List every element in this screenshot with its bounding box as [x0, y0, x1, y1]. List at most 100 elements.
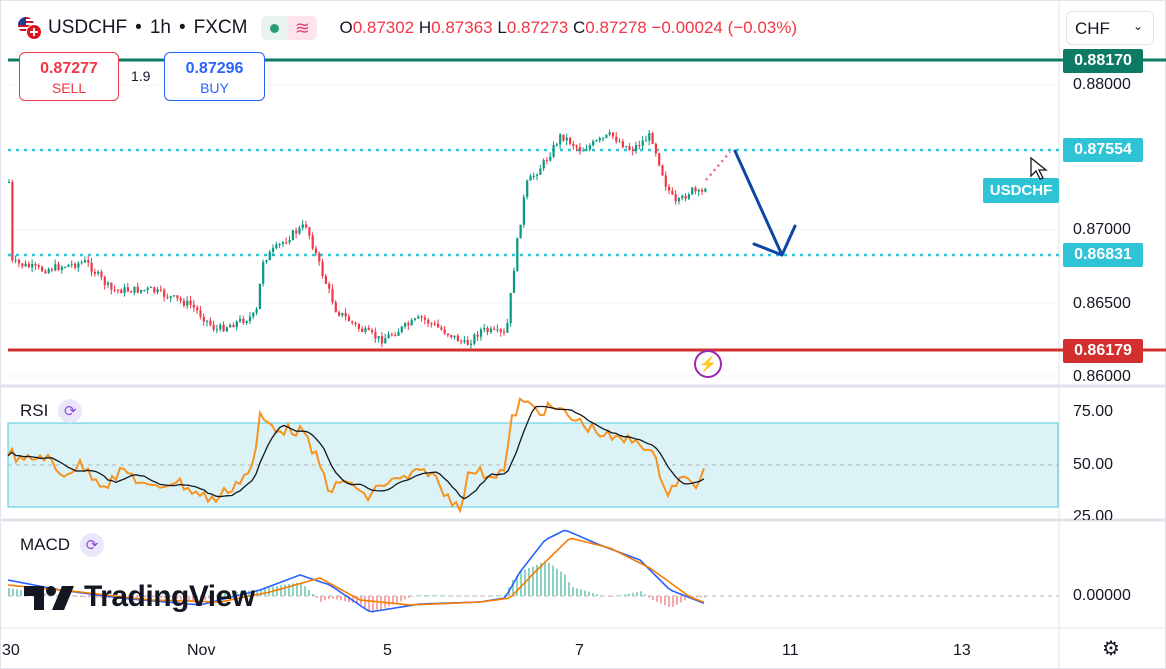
macd-histogram-bar [20, 589, 22, 596]
candle-body [585, 149, 588, 151]
sell-button[interactable]: 0.87277 SELL [19, 52, 119, 101]
macd-histogram-bar [208, 596, 210, 599]
candle-body [694, 187, 697, 192]
candlestick-series[interactable] [8, 129, 707, 350]
resistance-price-tag[interactable]: 0.88170 [1063, 49, 1143, 73]
macd-histogram-bar [16, 589, 18, 596]
candle-body [476, 334, 479, 337]
candle-body [417, 316, 420, 319]
macd-line[interactable] [7, 529, 705, 613]
candle-body [384, 338, 387, 344]
macd-histogram-bar [216, 594, 218, 596]
macd-histogram-bar [448, 595, 450, 597]
candle-body [361, 328, 364, 332]
refresh-cycle-icon[interactable]: ⟳ [58, 399, 83, 423]
candle-body [493, 328, 496, 330]
macd-histogram-bar [648, 596, 650, 598]
currency-select[interactable]: CHF ⌄ [1066, 11, 1154, 45]
candle-body [364, 328, 367, 332]
symbol-name[interactable]: USDCHF [48, 17, 128, 38]
macd-histogram-bar [100, 596, 102, 598]
candle-body [400, 326, 403, 332]
candle-body [232, 324, 235, 328]
macd-histogram-bar [96, 596, 98, 598]
rsi-ma-line[interactable] [7, 405, 705, 500]
buy-button[interactable]: 0.87296 BUY [164, 52, 265, 101]
candle-body [110, 282, 113, 290]
macd-histogram-bar [540, 562, 542, 596]
macd-histogram-bar [392, 596, 394, 605]
signal-line[interactable] [7, 537, 705, 606]
open-label: O [339, 18, 353, 37]
tradingview-logo[interactable]: TradingView [24, 580, 255, 614]
candle-body [588, 145, 591, 150]
rsi-label: RSI [20, 401, 49, 420]
candle-body [351, 321, 354, 323]
candle-body [120, 289, 123, 294]
candle-body [668, 186, 671, 191]
candle-body [225, 327, 228, 332]
macd-histogram-bar [408, 596, 410, 598]
candle-body [621, 141, 624, 148]
candle-body [60, 267, 63, 270]
macd-histogram-bar [516, 575, 518, 596]
candle-body [582, 150, 585, 152]
support-price-tag[interactable]: 0.86179 [1063, 339, 1143, 363]
usd-chf-flags-icon [18, 17, 42, 40]
candle-body [496, 329, 499, 331]
candle-body [479, 329, 483, 337]
macd-histogram-bar [700, 596, 702, 598]
level-upper-price-tag[interactable]: 0.87554 [1063, 138, 1143, 162]
rsi-line[interactable] [7, 396, 705, 514]
market-open-dot-icon[interactable] [261, 16, 288, 40]
macd-histogram-bar [584, 590, 586, 596]
interval[interactable]: 1h [149, 17, 171, 38]
refresh-cycle-icon[interactable]: ⟳ [80, 533, 105, 557]
gear-icon[interactable]: ⚙ [1102, 638, 1120, 660]
candle-body [169, 296, 172, 298]
wave-icon[interactable]: ≋ [287, 16, 318, 40]
macd-histogram-bar [604, 596, 606, 597]
macd-histogram-bar [276, 585, 278, 596]
tradingview-logo-icon [24, 586, 74, 610]
macd-histogram-bar [364, 596, 366, 609]
candle-body [285, 242, 288, 244]
macd-histogram-bar [220, 592, 222, 596]
candle-body [470, 343, 473, 345]
rsi-title: RSI ⟳ [20, 399, 83, 423]
macd-histogram-bar [296, 582, 298, 596]
macd-histogram-bar [500, 595, 502, 596]
buy-price: 0.87296 [185, 60, 244, 77]
macd-histogram-bar [388, 596, 390, 607]
macd-histogram-bar [368, 596, 370, 612]
macd-histogram-bar [620, 595, 622, 596]
macd-histogram-bar [176, 596, 178, 600]
macd-histogram-bar [444, 595, 446, 596]
level-lower-price-tag[interactable]: 0.86831 [1063, 243, 1143, 267]
candle-body [516, 238, 519, 271]
candle-body [354, 322, 357, 325]
candle-body [153, 287, 156, 293]
candle-body [704, 188, 707, 192]
candle-body [314, 248, 318, 254]
candle-body [509, 292, 512, 324]
candle-body [499, 329, 502, 332]
time-tick: 7 [575, 642, 584, 659]
macd-histogram-bar [140, 596, 142, 598]
macd-histogram-bar [476, 595, 478, 597]
flash-icon[interactable]: ⚡ [694, 350, 722, 378]
symbol-price-tag[interactable]: USDCHF [983, 178, 1059, 203]
candle-body [631, 149, 634, 152]
macd-histogram-bar [452, 595, 454, 597]
forecast-arrow-icon[interactable] [733, 149, 797, 257]
macd-histogram-bar [132, 596, 134, 598]
candle-body [529, 176, 532, 181]
macd-histogram-bar [180, 596, 182, 600]
candle-body [179, 298, 182, 301]
macd-histogram-bar [480, 596, 482, 597]
candle-body [387, 334, 390, 339]
macd-histogram-bar [420, 595, 422, 596]
macd-histogram-bar [668, 596, 670, 608]
macd-histogram-bar [356, 596, 358, 604]
